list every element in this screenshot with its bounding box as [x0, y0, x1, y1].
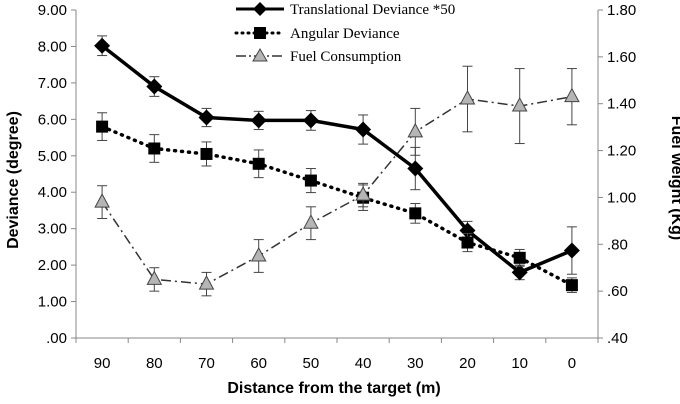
x-tick-label: 0: [568, 355, 576, 372]
triangle-marker: [250, 246, 267, 262]
x-tick-label: 20: [459, 355, 476, 372]
square-marker: [200, 147, 213, 160]
left-tick-label: 6.00: [38, 111, 67, 128]
square-marker: [148, 142, 161, 155]
square-marker: [513, 251, 526, 264]
legend-label-angular: Angular Deviance: [290, 26, 400, 42]
left-tick-label: 2.00: [38, 257, 67, 274]
square-marker: [96, 120, 109, 133]
right-tick-label: 1.60: [607, 49, 636, 66]
legend-marker-triangle: [252, 48, 268, 62]
triangle-marker: [146, 270, 163, 285]
x-axis-ticks: 90 80 70 60 50 40 30 20 10 0: [75, 338, 599, 372]
triangle-marker: [459, 89, 476, 105]
diamond-marker: [94, 37, 111, 54]
diamond-marker: [511, 264, 528, 281]
diamond-marker: [407, 160, 424, 177]
triangle-marker: [303, 214, 319, 229]
series-line: [101, 44, 573, 275]
x-tick-label: 70: [198, 355, 215, 372]
diamond-marker: [302, 112, 319, 129]
triangle-marker: [564, 87, 580, 103]
square-marker: [461, 236, 474, 249]
left-tick-label: 3.00: [38, 221, 67, 238]
series-1: [94, 35, 580, 281]
x-tick-label: 10: [511, 355, 528, 372]
triangle-marker: [355, 186, 371, 201]
left-tick-label: .00: [46, 330, 67, 347]
square-marker: [252, 157, 265, 170]
right-tick-label: .80: [607, 236, 628, 253]
legend-label-translational: Translational Deviance *50: [290, 2, 455, 18]
diamond-marker: [250, 112, 267, 129]
legend-marker-square: [254, 27, 266, 39]
right-tick-label: 1.40: [607, 96, 636, 113]
series-3: [94, 65, 580, 297]
left-tick-label: 9.00: [38, 2, 67, 19]
x-tick-label: 80: [146, 355, 163, 372]
series-line: [101, 95, 573, 285]
left-tick-label: 1.00: [38, 294, 67, 311]
left-tick-label: 7.00: [38, 75, 67, 92]
x-tick-label: 40: [355, 355, 372, 372]
square-marker: [304, 174, 317, 187]
diamond-marker: [563, 242, 580, 259]
right-axis-ticks: .40 .60 .80 1.00 1.20 1.40 1.60 1.80: [598, 2, 636, 347]
right-tick-label: .40: [607, 330, 628, 347]
right-axis-title: Fuel weight (Kg): [668, 116, 680, 240]
left-axis-ticks: .00 1.00 2.00 3.00 4.00 5.00 6.00 7.00 8.00 9.00: [38, 2, 76, 347]
legend-label-fuel: Fuel Consumption: [290, 49, 402, 65]
series-2: [96, 112, 578, 293]
x-tick-label: 90: [94, 355, 111, 372]
left-tick-label: 4.00: [38, 184, 67, 201]
diamond-marker: [198, 109, 215, 126]
right-tick-label: .60: [607, 283, 628, 300]
square-marker: [409, 207, 422, 220]
square-marker: [565, 279, 578, 292]
series-layer: [94, 35, 580, 297]
x-tick-label: 30: [407, 355, 424, 372]
x-axis-title: Distance from the target (m): [227, 380, 440, 397]
right-tick-label: 1.00: [607, 189, 636, 206]
x-tick-label: 50: [303, 355, 320, 372]
triangle-marker: [198, 275, 215, 290]
right-tick-label: 1.80: [607, 2, 636, 19]
diamond-marker: [146, 78, 163, 95]
triangle-marker: [94, 193, 110, 208]
legend-marker-diamond: [253, 2, 267, 16]
legend: Translational Deviance *50 Angular Devia…: [234, 2, 455, 65]
series-line: [100, 124, 574, 287]
left-tick-label: 8.00: [38, 38, 67, 55]
triangle-marker: [407, 122, 424, 138]
diamond-marker: [459, 222, 476, 239]
left-axis-title: Deviance (degree): [5, 111, 22, 249]
diamond-marker: [355, 121, 372, 138]
x-tick-label: 60: [250, 355, 267, 372]
right-tick-label: 1.20: [607, 143, 636, 160]
triangle-marker: [511, 97, 528, 112]
left-tick-label: 5.00: [38, 148, 67, 165]
